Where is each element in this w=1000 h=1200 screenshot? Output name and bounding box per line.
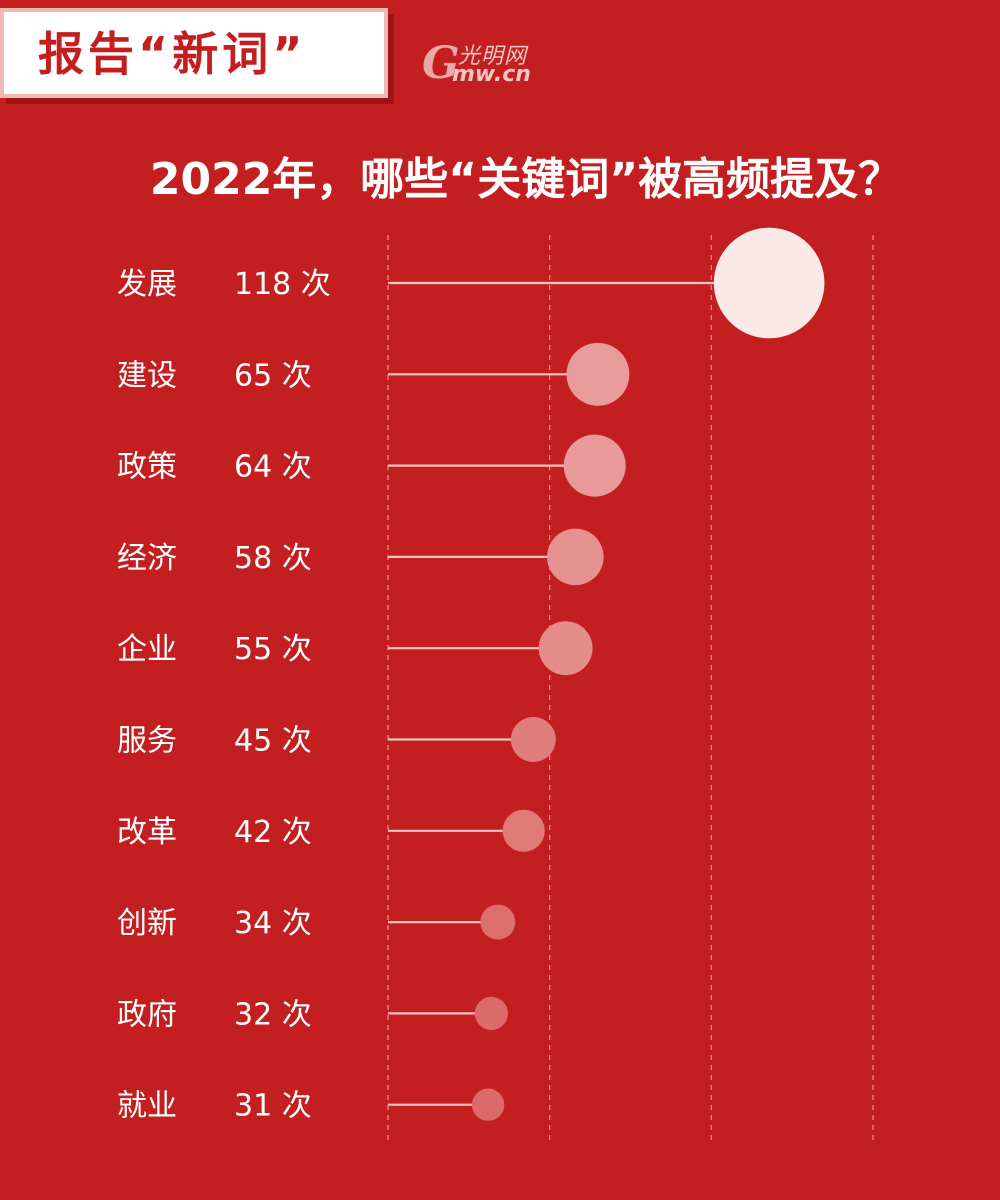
category-label: 改革: [117, 815, 177, 850]
category-label: 经济: [117, 541, 177, 576]
value-bubble: [471, 1088, 505, 1121]
gmw-logo: G 光明网 mw.cn: [422, 38, 572, 90]
value-bubble: [547, 528, 604, 586]
count-label: 65 次: [234, 358, 312, 393]
category-label: 创新: [117, 906, 177, 941]
banner-text: 报告“新词”: [38, 27, 307, 81]
count-label: 55 次: [234, 632, 312, 667]
value-bubble: [480, 904, 516, 940]
count-label: 34 次: [234, 906, 312, 941]
logo-g: G: [422, 38, 460, 89]
category-label: 服务: [117, 724, 177, 759]
count-label: 64 次: [234, 450, 312, 485]
category-label: 政府: [117, 997, 177, 1032]
value-bubble: [502, 809, 545, 852]
count-label: 31 次: [234, 1089, 312, 1124]
count-label: 45 次: [234, 724, 312, 759]
value-bubble: [713, 227, 825, 339]
logo-url: mw.cn: [452, 62, 531, 87]
count-label: 42 次: [234, 815, 312, 850]
logo-chinese-name: 光明网: [458, 44, 528, 69]
value-bubble: [510, 717, 556, 762]
value-bubble: [538, 621, 593, 676]
category-label: 企业: [117, 632, 177, 667]
chart-title: 2022年，哪些“关键词”被高频提及？: [149, 154, 903, 205]
category-label: 就业: [117, 1089, 177, 1124]
value-bubble: [566, 342, 630, 406]
count-label: 32 次: [234, 997, 312, 1032]
count-label: 118 次: [234, 267, 331, 302]
category-label: 发展: [117, 267, 177, 302]
value-bubble: [474, 996, 508, 1030]
category-label: 政策: [117, 450, 177, 485]
value-bubble: [563, 434, 626, 497]
count-label: 58 次: [234, 541, 312, 576]
category-label: 建设: [117, 358, 177, 393]
report-new-words-banner: 报告“新词”: [0, 8, 388, 98]
